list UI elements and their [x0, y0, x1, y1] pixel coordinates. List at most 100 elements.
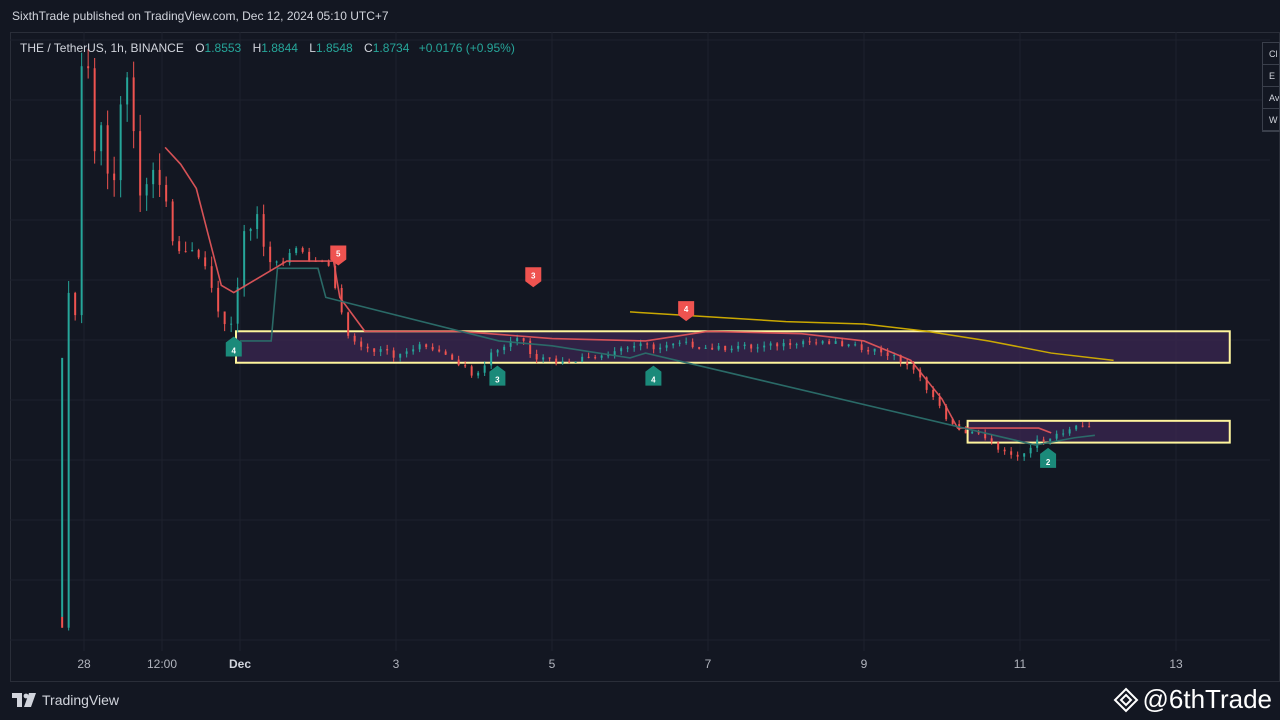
- time-axis[interactable]: 28 12:00 Dec 3 5 7 9 11 13: [10, 651, 1270, 681]
- candle-body: [919, 369, 922, 378]
- close-label: C: [364, 41, 373, 55]
- candle-body: [886, 352, 889, 356]
- candle-body: [139, 131, 142, 196]
- candle-body: [977, 431, 980, 434]
- candle-body: [308, 251, 311, 261]
- time-tick-label: 12:00: [146, 657, 178, 671]
- candle-body: [1016, 454, 1019, 457]
- candle-body: [327, 261, 330, 266]
- candle-body: [392, 350, 395, 358]
- candle-body: [516, 338, 519, 342]
- candle-body: [932, 389, 935, 398]
- candle-body: [951, 419, 954, 425]
- candle-body: [834, 341, 837, 344]
- candle-body: [1023, 453, 1026, 457]
- candle-body: [80, 66, 83, 316]
- candle-body: [607, 355, 610, 357]
- candle-body: [106, 125, 109, 174]
- candle-body: [594, 357, 597, 359]
- sell-signal-marker: 4: [678, 301, 695, 322]
- candle-body: [704, 347, 707, 349]
- symbol-legend: THE / TetherUS, 1h, BINANCE O1.8553 H1.8…: [20, 41, 515, 55]
- trailing-support-line: [240, 267, 1095, 446]
- buy-flag-icon: [645, 365, 662, 386]
- candle-body: [730, 348, 733, 351]
- candle-body: [490, 352, 493, 366]
- time-tick-label: 28: [77, 657, 91, 671]
- candle-body: [821, 341, 824, 344]
- change-value: +0.0176 (+0.95%): [418, 41, 515, 55]
- tradingview-logo[interactable]: TradingView: [12, 692, 119, 708]
- sell-flag-icon: [525, 267, 542, 288]
- candle-body: [613, 351, 616, 356]
- candle-body: [483, 365, 486, 373]
- symbol-title[interactable]: THE / TetherUS, 1h, BINANCE: [20, 41, 184, 55]
- buy-signal-marker: 3: [489, 365, 506, 386]
- candle-body: [717, 345, 720, 350]
- candle-body: [1088, 426, 1091, 428]
- candle-body: [269, 246, 272, 263]
- candle-body: [1049, 438, 1052, 442]
- candle-body: [262, 214, 265, 247]
- signal-markers: 5 3 4 4 3 4 2: [225, 245, 1057, 468]
- candle-body: [197, 250, 200, 258]
- buy-signal-marker: 2: [1040, 447, 1057, 468]
- candle-body: [548, 357, 551, 359]
- candle-body: [756, 347, 759, 349]
- candle-body: [776, 343, 779, 347]
- candle-body: [1010, 451, 1013, 455]
- time-tick-label: 9: [860, 657, 868, 671]
- time-tick-label: 11: [1013, 657, 1027, 671]
- candle-body: [971, 431, 974, 434]
- open-label: O: [195, 41, 205, 55]
- candle-body: [171, 201, 174, 242]
- candle-body: [698, 347, 701, 349]
- publisher-line: SixthTrade published on TradingView.com,…: [12, 9, 389, 23]
- zone-box: [966, 419, 1231, 444]
- candle-body: [711, 347, 714, 350]
- price-plot[interactable]: 5 3 4 4 3 4 2: [10, 32, 1270, 651]
- candle-body: [555, 358, 558, 364]
- candle-body: [542, 357, 545, 360]
- candle-body: [990, 438, 993, 443]
- candle-body: [145, 184, 148, 196]
- candle-body: [1062, 433, 1065, 435]
- high-label: H: [252, 41, 262, 55]
- indicator-table-cell: Av: [1263, 87, 1279, 109]
- trailing-stop-line: [164, 146, 1052, 434]
- buy-flag-icon: [225, 336, 242, 357]
- watermark: @6thTrade: [1113, 684, 1273, 715]
- candle-body: [256, 214, 259, 229]
- candle-body: [854, 344, 857, 346]
- candle-body: [574, 361, 577, 363]
- candle-body: [724, 345, 727, 351]
- candle-body: [1042, 439, 1045, 442]
- candle-body: [373, 348, 376, 352]
- moving-average-line: [629, 311, 1114, 362]
- watermark-text: @6thTrade: [1142, 684, 1273, 714]
- buy-signal-marker: 4: [645, 365, 662, 386]
- binance-diamond-icon: [1113, 687, 1138, 712]
- candle-body: [633, 346, 636, 348]
- sell-flag-icon: [330, 245, 347, 266]
- candle-body: [275, 261, 278, 263]
- candle-body: [568, 361, 571, 363]
- candle-body: [503, 346, 506, 351]
- candle-body: [451, 354, 454, 360]
- candle-body: [405, 351, 408, 354]
- candle-body: [464, 365, 467, 367]
- candle-body: [191, 250, 194, 252]
- candle-body: [646, 343, 649, 345]
- candle-body: [997, 442, 1000, 450]
- candle-body: [223, 311, 226, 325]
- candle-body: [295, 248, 298, 253]
- candle-body: [795, 344, 798, 346]
- candle-body: [522, 338, 525, 341]
- candle-body: [899, 355, 902, 363]
- candle-body: [737, 345, 740, 349]
- candle-body: [119, 104, 122, 181]
- candle-body: [938, 397, 941, 406]
- candle-body: [581, 356, 584, 362]
- candle-body: [1029, 447, 1032, 454]
- indicator-table-cell: W: [1263, 109, 1279, 131]
